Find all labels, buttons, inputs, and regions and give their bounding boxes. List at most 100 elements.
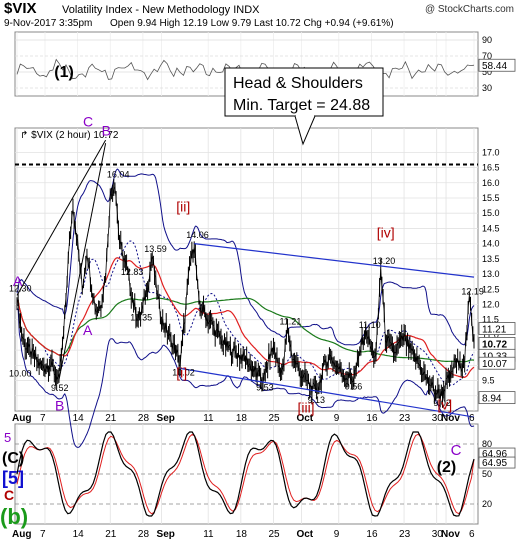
osc-wave-label: C [4,487,14,503]
y-tick-label: 80 [482,439,492,449]
osc-wave-label: (2) [437,459,457,476]
osc-badge [478,456,516,469]
price-label: 11.10 [359,320,381,330]
wave-label: [ii] [176,199,190,215]
value-badge-text: 8.94 [482,394,502,405]
osc-badge-text: 64.95 [482,458,507,469]
x-tick-label: Sep [157,413,175,424]
x-tick-label: 6 [469,413,475,424]
osc-badge-text: 64.96 [482,449,507,460]
chart-title: Volatility Index - New Methodology INDX [62,4,260,16]
green-moving-average [16,297,475,363]
x-tick-label: 6 [469,529,475,540]
wave-label: C [83,113,93,129]
wave-label: [i] [176,365,187,381]
x-tick-label: 30 [432,413,444,424]
x-tick-label: Aug [12,529,31,540]
x-tick-label: 30 [432,529,444,540]
annotation-box [224,67,384,117]
rsi-wave-label: (1) [54,64,74,81]
x-tick-label: 16 [366,413,378,424]
y-tick-label: 20 [482,499,492,509]
dotted-moving-average [16,240,475,386]
price-label: 13.59 [144,244,167,254]
x-tick-label: Nov [441,413,460,424]
x-tick-label: Oct [296,529,313,540]
y-tick-label: 16.0 [482,178,500,188]
osc-wave-label: (C) [2,450,24,467]
x-tick-label: 14 [73,413,85,424]
price-label: 11.21 [279,317,301,327]
x-tick-label: Aug [12,413,31,424]
price-label: 12.30 [9,283,32,293]
value-badge-text: 11.21 [482,325,507,336]
wave-label: A [13,273,23,289]
y-tick-label: 13.5 [482,254,500,264]
price-label: 9.56 [345,382,363,392]
value-badge-text: 10.33 [482,351,507,362]
x-tick-label: 7 [40,413,46,424]
x-tick-label: 16 [366,529,378,540]
x-tick-label: 23 [399,529,411,540]
y-tick-label: 12.0 [482,299,500,309]
osc-wave-label: 5 [4,430,11,445]
rsi-badge-text: 58.44 [482,61,507,72]
value-badge [478,391,516,405]
wave-trendline [58,143,107,381]
x-tick-label: Oct [296,413,313,424]
price-label: 9.53 [256,383,274,393]
x-tick-label: 21 [105,529,117,540]
wave-label: [v] [437,396,452,412]
chart-symbol: $VIX [4,0,37,17]
y-tick-label: 14.0 [482,239,500,249]
y-tick-label: 50 [482,469,492,479]
x-tick-label: 7 [40,529,46,540]
price-label: 9.52 [51,383,69,393]
y-tick-label: 16.5 [482,163,500,173]
price-legend: ↱ $VIX (2 hour) 10.72 [20,130,119,141]
osc-wave-label: [5] [2,468,24,488]
oscillator-signal-line [16,433,475,515]
annotation-text: Head & Shoulders [233,75,363,92]
price-label: 9.13 [307,395,325,405]
osc-wave-label: C [451,442,462,459]
y-tick-label: 90 [482,35,492,45]
x-tick-label: 9 [334,413,340,424]
x-tick-label: 9 [334,529,340,540]
annotation-text: Min. Target = 24.88 [233,97,370,114]
wave-label: B [55,397,64,413]
x-tick-label: 18 [236,529,248,540]
oscillator-line [16,431,475,517]
price-label: 14.06 [186,230,209,240]
annotation-pointer [294,115,316,146]
wave-label: A [83,322,93,338]
y-tick-label: 17.0 [482,147,500,157]
bollinger-upper-band [16,168,475,346]
price-label: 12.19 [461,287,484,297]
y-tick-label: 15.0 [482,208,500,218]
price-label: 13.20 [373,256,396,266]
price-label: 11.35 [130,312,152,322]
value-badge-text: 10.07 [482,359,507,370]
x-tick-label: 25 [268,529,280,540]
value-badge [478,322,516,335]
channel-lower-line [180,367,475,418]
x-tick-label: 25 [268,413,280,424]
price-line [16,185,475,401]
value-badge [478,356,516,370]
value-badge-text: 10.72 [482,339,507,350]
x-tick-label: 18 [236,413,248,424]
x-tick-label: 21 [105,413,117,424]
x-tick-label: 28 [138,529,150,540]
ohlc-readout: Open 9.94 High 12.19 Low 9.79 Last 10.72… [110,18,394,29]
x-tick-label: 11 [203,529,214,540]
x-tick-label: Sep [157,529,175,540]
rsi-badge [478,58,516,72]
price-label: 12.83 [121,267,144,277]
y-tick-label: 14.5 [482,223,500,233]
y-tick-label: 12.5 [482,284,500,294]
channel-upper-line [194,243,475,278]
price-label: 16.04 [107,170,130,180]
y-tick-label: 11.5 [482,315,499,325]
